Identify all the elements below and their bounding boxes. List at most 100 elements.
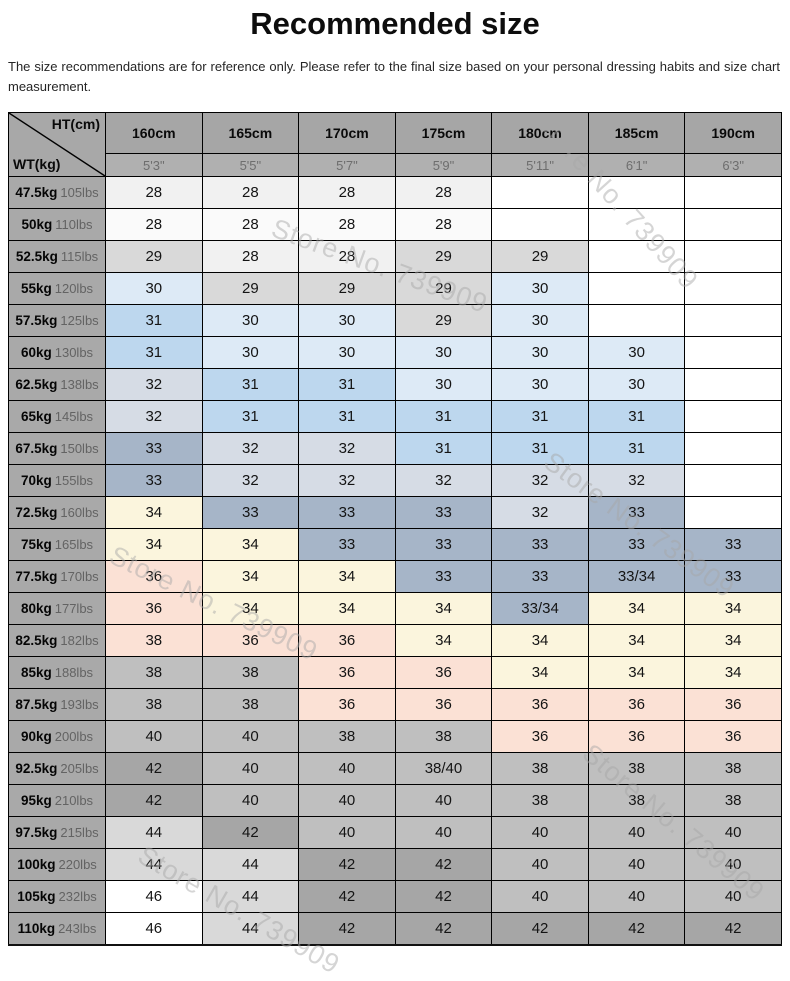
size-cell-empty bbox=[684, 208, 782, 241]
table-row: 85kg 188lbs 38 38 36 36 34 34 34 bbox=[8, 656, 782, 689]
table-row: 70kg 155lbs 33 32 32 32 32 32 bbox=[8, 464, 782, 497]
weight-lbs-label: 210lbs bbox=[54, 793, 94, 808]
size-cell: 34 bbox=[491, 624, 589, 657]
size-cell: 29 bbox=[298, 272, 396, 305]
weight-row-header: 65kg 145lbs bbox=[8, 400, 106, 433]
weight-axis-label: WT(kg) bbox=[13, 156, 61, 172]
size-cell: 40 bbox=[394, 816, 493, 849]
weight-lbs-label: 160lbs bbox=[60, 505, 99, 520]
weight-kg-label: 62.5kg bbox=[15, 377, 58, 392]
weight-lbs-label: 177lbs bbox=[54, 601, 94, 616]
weight-row-header: 62.5kg 138lbs bbox=[8, 368, 106, 401]
height-col-header-ft: 5'7" bbox=[298, 153, 396, 177]
size-cell: 40 bbox=[201, 784, 300, 817]
size-cell-empty bbox=[684, 496, 782, 529]
height-col-header-cm: 175cm bbox=[394, 112, 493, 154]
weight-kg-label: 77.5kg bbox=[15, 569, 58, 584]
weight-row-header: 100kg 220lbs bbox=[8, 848, 106, 881]
weight-row-header: 57.5kg 125lbs bbox=[8, 304, 106, 337]
table-row: 57.5kg 125lbs 31 30 30 29 30 bbox=[8, 304, 782, 337]
size-cell-empty bbox=[684, 240, 782, 273]
table-row: 47.5kg 105lbs 28 28 28 28 bbox=[8, 176, 782, 209]
weight-lbs-label: 182lbs bbox=[60, 633, 99, 648]
size-cell: 42 bbox=[491, 912, 589, 946]
size-cell-empty bbox=[587, 240, 686, 273]
size-cell: 33 bbox=[491, 528, 589, 561]
size-cell: 31 bbox=[587, 400, 686, 433]
size-cell: 28 bbox=[105, 208, 203, 241]
size-cell: 44 bbox=[105, 816, 203, 849]
size-cell: 38 bbox=[491, 784, 589, 817]
table-row: 82.5kg 182lbs 38 36 36 34 34 34 34 bbox=[8, 624, 782, 657]
size-cell: 34 bbox=[684, 656, 782, 689]
size-cell: 28 bbox=[201, 208, 300, 241]
size-cell: 40 bbox=[587, 848, 686, 881]
size-cell: 32 bbox=[298, 464, 396, 497]
size-cell: 40 bbox=[394, 784, 493, 817]
size-cell: 36 bbox=[298, 688, 396, 721]
size-cell: 34 bbox=[201, 560, 300, 593]
size-cell: 32 bbox=[298, 432, 396, 465]
weight-kg-label: 72.5kg bbox=[15, 505, 58, 520]
size-cell-empty bbox=[587, 208, 686, 241]
height-col-header-cm: 160cm bbox=[105, 112, 203, 154]
size-cell: 30 bbox=[201, 336, 300, 369]
size-cell: 34 bbox=[684, 624, 782, 657]
weight-lbs-label: 138lbs bbox=[60, 377, 99, 392]
weight-kg-label: 65kg bbox=[20, 409, 52, 424]
size-cell: 33/34 bbox=[491, 592, 589, 625]
weight-lbs-label: 232lbs bbox=[58, 889, 97, 904]
size-cell: 34 bbox=[201, 528, 300, 561]
size-cell: 31 bbox=[394, 432, 493, 465]
weight-lbs-label: 115lbs bbox=[60, 249, 99, 264]
weight-row-header: 60kg 130lbs bbox=[8, 336, 106, 369]
table-row: 87.5kg 193lbs 38 38 36 36 36 36 36 bbox=[8, 688, 782, 721]
diagonal-divider bbox=[9, 113, 105, 176]
size-cell: 28 bbox=[201, 176, 300, 209]
weight-row-header: 82.5kg 182lbs bbox=[8, 624, 106, 657]
weight-row-header: 85kg 188lbs bbox=[8, 656, 106, 689]
weight-lbs-label: 215lbs bbox=[60, 825, 99, 840]
corner-cell: HT(cm) WT(kg) bbox=[8, 112, 106, 177]
weight-kg-label: 80kg bbox=[20, 601, 52, 616]
weight-lbs-label: 150lbs bbox=[60, 441, 99, 456]
size-cell: 30 bbox=[491, 304, 589, 337]
weight-lbs-label: 125lbs bbox=[60, 313, 99, 328]
table-row: 75kg 165lbs 34 34 33 33 33 33 33 bbox=[8, 528, 782, 561]
size-cell-empty bbox=[684, 304, 782, 337]
table-row: 90kg 200lbs 40 40 38 38 36 36 36 bbox=[8, 720, 782, 753]
weight-lbs-label: 110lbs bbox=[55, 217, 93, 232]
size-cell: 38 bbox=[201, 688, 300, 721]
weight-row-header: 75kg 165lbs bbox=[8, 528, 106, 561]
size-cell: 30 bbox=[491, 336, 589, 369]
weight-kg-label: 100kg bbox=[17, 857, 56, 872]
weight-kg-label: 82.5kg bbox=[15, 633, 58, 648]
height-col-header-ft: 6'1" bbox=[587, 153, 686, 177]
weight-row-header: 47.5kg 105lbs bbox=[8, 176, 106, 209]
weight-lbs-label: 193lbs bbox=[60, 697, 99, 712]
size-cell: 30 bbox=[394, 368, 493, 401]
height-col-header-cm: 190cm bbox=[684, 112, 782, 154]
size-cell: 46 bbox=[105, 880, 203, 913]
height-col-header-cm: 165cm bbox=[201, 112, 300, 154]
size-cell-empty bbox=[684, 432, 782, 465]
weight-row-header: 67.5kg 150lbs bbox=[8, 432, 106, 465]
weight-kg-label: 90kg bbox=[20, 729, 52, 744]
size-cell: 28 bbox=[201, 240, 300, 273]
size-cell: 34 bbox=[201, 592, 300, 625]
size-cell: 33 bbox=[298, 528, 396, 561]
weight-row-header: 70kg 155lbs bbox=[8, 464, 106, 497]
size-cell: 36 bbox=[587, 688, 686, 721]
size-cell: 38 bbox=[491, 752, 589, 785]
table-row: 52.5kg 115lbs 29 28 28 29 29 bbox=[8, 240, 782, 273]
size-cell: 29 bbox=[394, 240, 493, 273]
size-cell: 31 bbox=[298, 368, 396, 401]
size-cell: 40 bbox=[587, 816, 686, 849]
weight-kg-label: 52.5kg bbox=[15, 249, 58, 264]
size-cell: 29 bbox=[394, 272, 493, 305]
size-cell: 29 bbox=[105, 240, 203, 273]
size-cell: 40 bbox=[298, 784, 396, 817]
size-cell: 32 bbox=[105, 400, 203, 433]
weight-lbs-label: 200lbs bbox=[54, 729, 94, 744]
weight-kg-label: 70kg bbox=[20, 473, 52, 488]
